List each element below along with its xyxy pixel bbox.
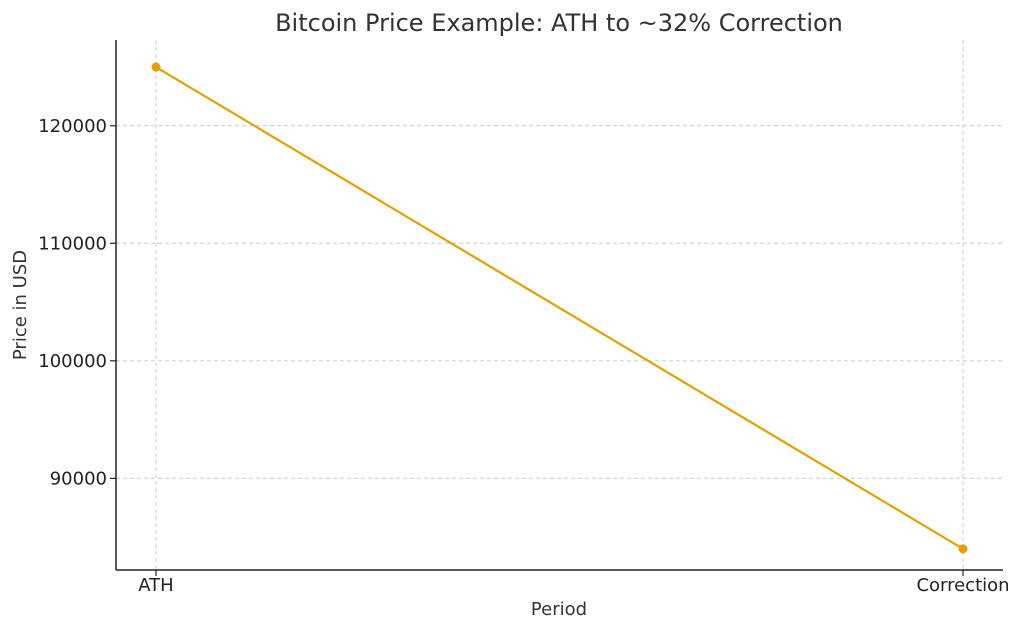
series-line [155, 66, 964, 550]
y-tick-label: 100000 [38, 351, 107, 372]
y-axis-ticks: 90000 100000 110000 120000 [38, 116, 116, 489]
data-point [958, 544, 968, 554]
y-axis-label: Price in USD [10, 250, 31, 360]
x-tick-label: ATH [138, 575, 173, 596]
chart-title: Bitcoin Price Example: ATH to ~32% Corre… [275, 9, 843, 37]
y-tick-label: 90000 [50, 468, 107, 489]
x-tick-label: Correction [916, 575, 1009, 596]
grid-lines [116, 40, 1003, 570]
axes [115, 40, 1003, 571]
x-axis-ticks: ATH Correction [138, 570, 1010, 596]
y-tick-label: 120000 [38, 116, 107, 137]
series-layer [151, 62, 968, 554]
x-axis-label: Period [531, 599, 587, 620]
y-tick-label: 110000 [38, 233, 107, 254]
data-point [151, 62, 161, 72]
